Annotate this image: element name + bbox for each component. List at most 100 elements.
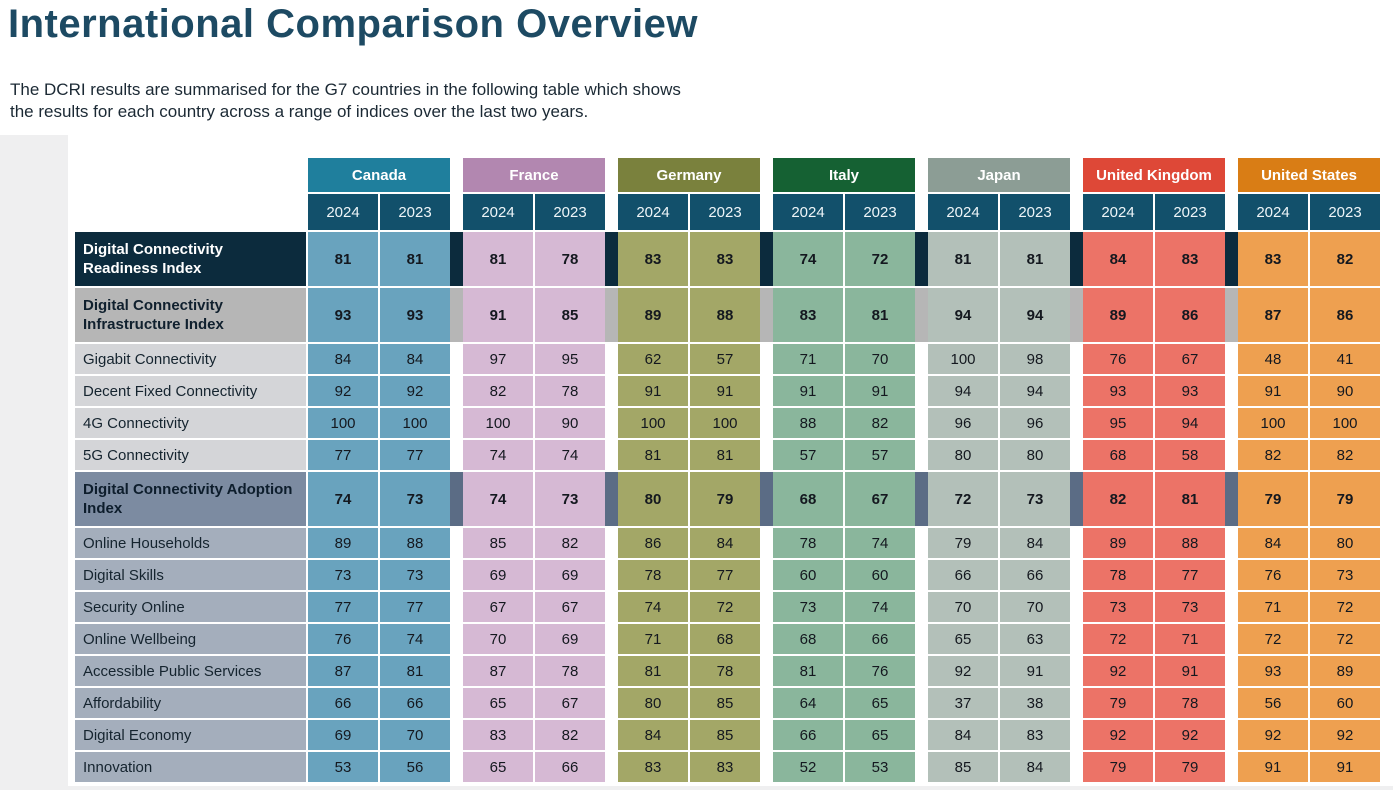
value-cell: 74 bbox=[845, 528, 915, 558]
table-row: 4G Connectivity 100 100 100 90 100 100 88 82 96 96… bbox=[75, 408, 1380, 438]
value-cell: 78 bbox=[1083, 560, 1153, 590]
column-gap bbox=[1225, 440, 1238, 470]
column-gap bbox=[1070, 158, 1083, 192]
year-header: 2024 bbox=[1238, 194, 1308, 230]
value-cell: 74 bbox=[463, 440, 533, 470]
value-cell: 82 bbox=[1310, 440, 1380, 470]
column-gap bbox=[915, 158, 928, 192]
value-cell: 89 bbox=[1083, 288, 1153, 342]
value-cell: 80 bbox=[618, 472, 688, 526]
column-gap bbox=[760, 194, 773, 230]
value-cell: 53 bbox=[308, 752, 378, 782]
column-gap bbox=[450, 528, 463, 558]
column-gap bbox=[915, 720, 928, 750]
value-cell: 87 bbox=[1238, 288, 1308, 342]
value-cell: 71 bbox=[1155, 624, 1225, 654]
column-gap bbox=[1225, 528, 1238, 558]
column-gap bbox=[1225, 158, 1238, 192]
column-gap bbox=[915, 752, 928, 782]
column-gap bbox=[760, 720, 773, 750]
column-gap bbox=[915, 688, 928, 718]
value-cell: 81 bbox=[690, 440, 760, 470]
column-gap bbox=[605, 688, 618, 718]
column-gap bbox=[605, 194, 618, 230]
table-row: Digital Economy 69 70 83 82 84 85 66 65 84 83 92 92 9… bbox=[75, 720, 1380, 750]
index-connector bbox=[760, 288, 773, 342]
row-label: Decent Fixed Connectivity bbox=[75, 376, 306, 406]
value-cell: 79 bbox=[1310, 472, 1380, 526]
value-cell: 100 bbox=[928, 344, 998, 374]
value-cell: 93 bbox=[1083, 376, 1153, 406]
value-cell: 83 bbox=[1238, 232, 1308, 286]
value-cell: 80 bbox=[928, 440, 998, 470]
value-cell: 71 bbox=[1238, 592, 1308, 622]
value-cell: 95 bbox=[535, 344, 605, 374]
value-cell: 84 bbox=[928, 720, 998, 750]
index-connector bbox=[1225, 232, 1238, 286]
year-header: 2023 bbox=[1000, 194, 1070, 230]
value-cell: 79 bbox=[928, 528, 998, 558]
column-gap bbox=[915, 624, 928, 654]
value-cell: 76 bbox=[308, 624, 378, 654]
value-cell: 74 bbox=[380, 624, 450, 654]
column-gap bbox=[605, 528, 618, 558]
table-row: Security Online 77 77 67 67 74 72 73 74 70 70 73 73 7… bbox=[75, 592, 1380, 622]
value-cell: 84 bbox=[1000, 528, 1070, 558]
value-cell: 66 bbox=[928, 560, 998, 590]
value-cell: 89 bbox=[618, 288, 688, 342]
column-gap bbox=[915, 592, 928, 622]
column-gap bbox=[760, 158, 773, 192]
index-connector bbox=[605, 232, 618, 286]
column-gap bbox=[605, 592, 618, 622]
column-gap bbox=[605, 624, 618, 654]
column-gap bbox=[450, 560, 463, 590]
value-cell: 60 bbox=[845, 560, 915, 590]
value-cell: 69 bbox=[308, 720, 378, 750]
value-cell: 78 bbox=[535, 232, 605, 286]
value-cell: 98 bbox=[1000, 344, 1070, 374]
corner-spacer bbox=[75, 194, 308, 230]
value-cell: 70 bbox=[845, 344, 915, 374]
value-cell: 77 bbox=[380, 592, 450, 622]
column-gap bbox=[605, 560, 618, 590]
value-cell: 84 bbox=[308, 344, 378, 374]
value-cell: 78 bbox=[1155, 688, 1225, 718]
column-gap bbox=[915, 408, 928, 438]
table-row: Digital Connectivity Adoption Index 74 73 7… bbox=[75, 472, 1380, 526]
table-row: Affordability 66 66 65 67 80 85 64 65 37 38 79 78 56 6… bbox=[75, 688, 1380, 718]
value-cell: 100 bbox=[380, 408, 450, 438]
value-cell: 83 bbox=[618, 752, 688, 782]
value-cell: 81 bbox=[618, 656, 688, 686]
page-title: International Comparison Overview bbox=[8, 2, 698, 46]
column-gap bbox=[1070, 720, 1083, 750]
value-cell: 97 bbox=[463, 344, 533, 374]
value-cell: 93 bbox=[308, 288, 378, 342]
index-connector bbox=[450, 472, 463, 526]
value-cell: 60 bbox=[773, 560, 843, 590]
subtitle-line-1: The DCRI results are summarised for the … bbox=[10, 80, 681, 99]
value-cell: 100 bbox=[308, 408, 378, 438]
value-cell: 92 bbox=[928, 656, 998, 686]
column-gap bbox=[1070, 376, 1083, 406]
value-cell: 72 bbox=[1238, 624, 1308, 654]
column-gap bbox=[450, 688, 463, 718]
value-cell: 82 bbox=[463, 376, 533, 406]
column-gap bbox=[1070, 194, 1083, 230]
value-cell: 85 bbox=[690, 720, 760, 750]
value-cell: 92 bbox=[1083, 656, 1153, 686]
value-cell: 71 bbox=[618, 624, 688, 654]
column-gap bbox=[1225, 376, 1238, 406]
value-cell: 81 bbox=[773, 656, 843, 686]
value-cell: 70 bbox=[1000, 592, 1070, 622]
row-label: Gigabit Connectivity bbox=[75, 344, 306, 374]
column-gap bbox=[760, 624, 773, 654]
value-cell: 57 bbox=[845, 440, 915, 470]
index-connector bbox=[1225, 472, 1238, 526]
value-cell: 92 bbox=[1310, 720, 1380, 750]
value-cell: 86 bbox=[1310, 288, 1380, 342]
page-subtitle: The DCRI results are summarised for the … bbox=[10, 79, 681, 123]
year-header: 2023 bbox=[690, 194, 760, 230]
value-cell: 72 bbox=[1083, 624, 1153, 654]
value-cell: 77 bbox=[690, 560, 760, 590]
